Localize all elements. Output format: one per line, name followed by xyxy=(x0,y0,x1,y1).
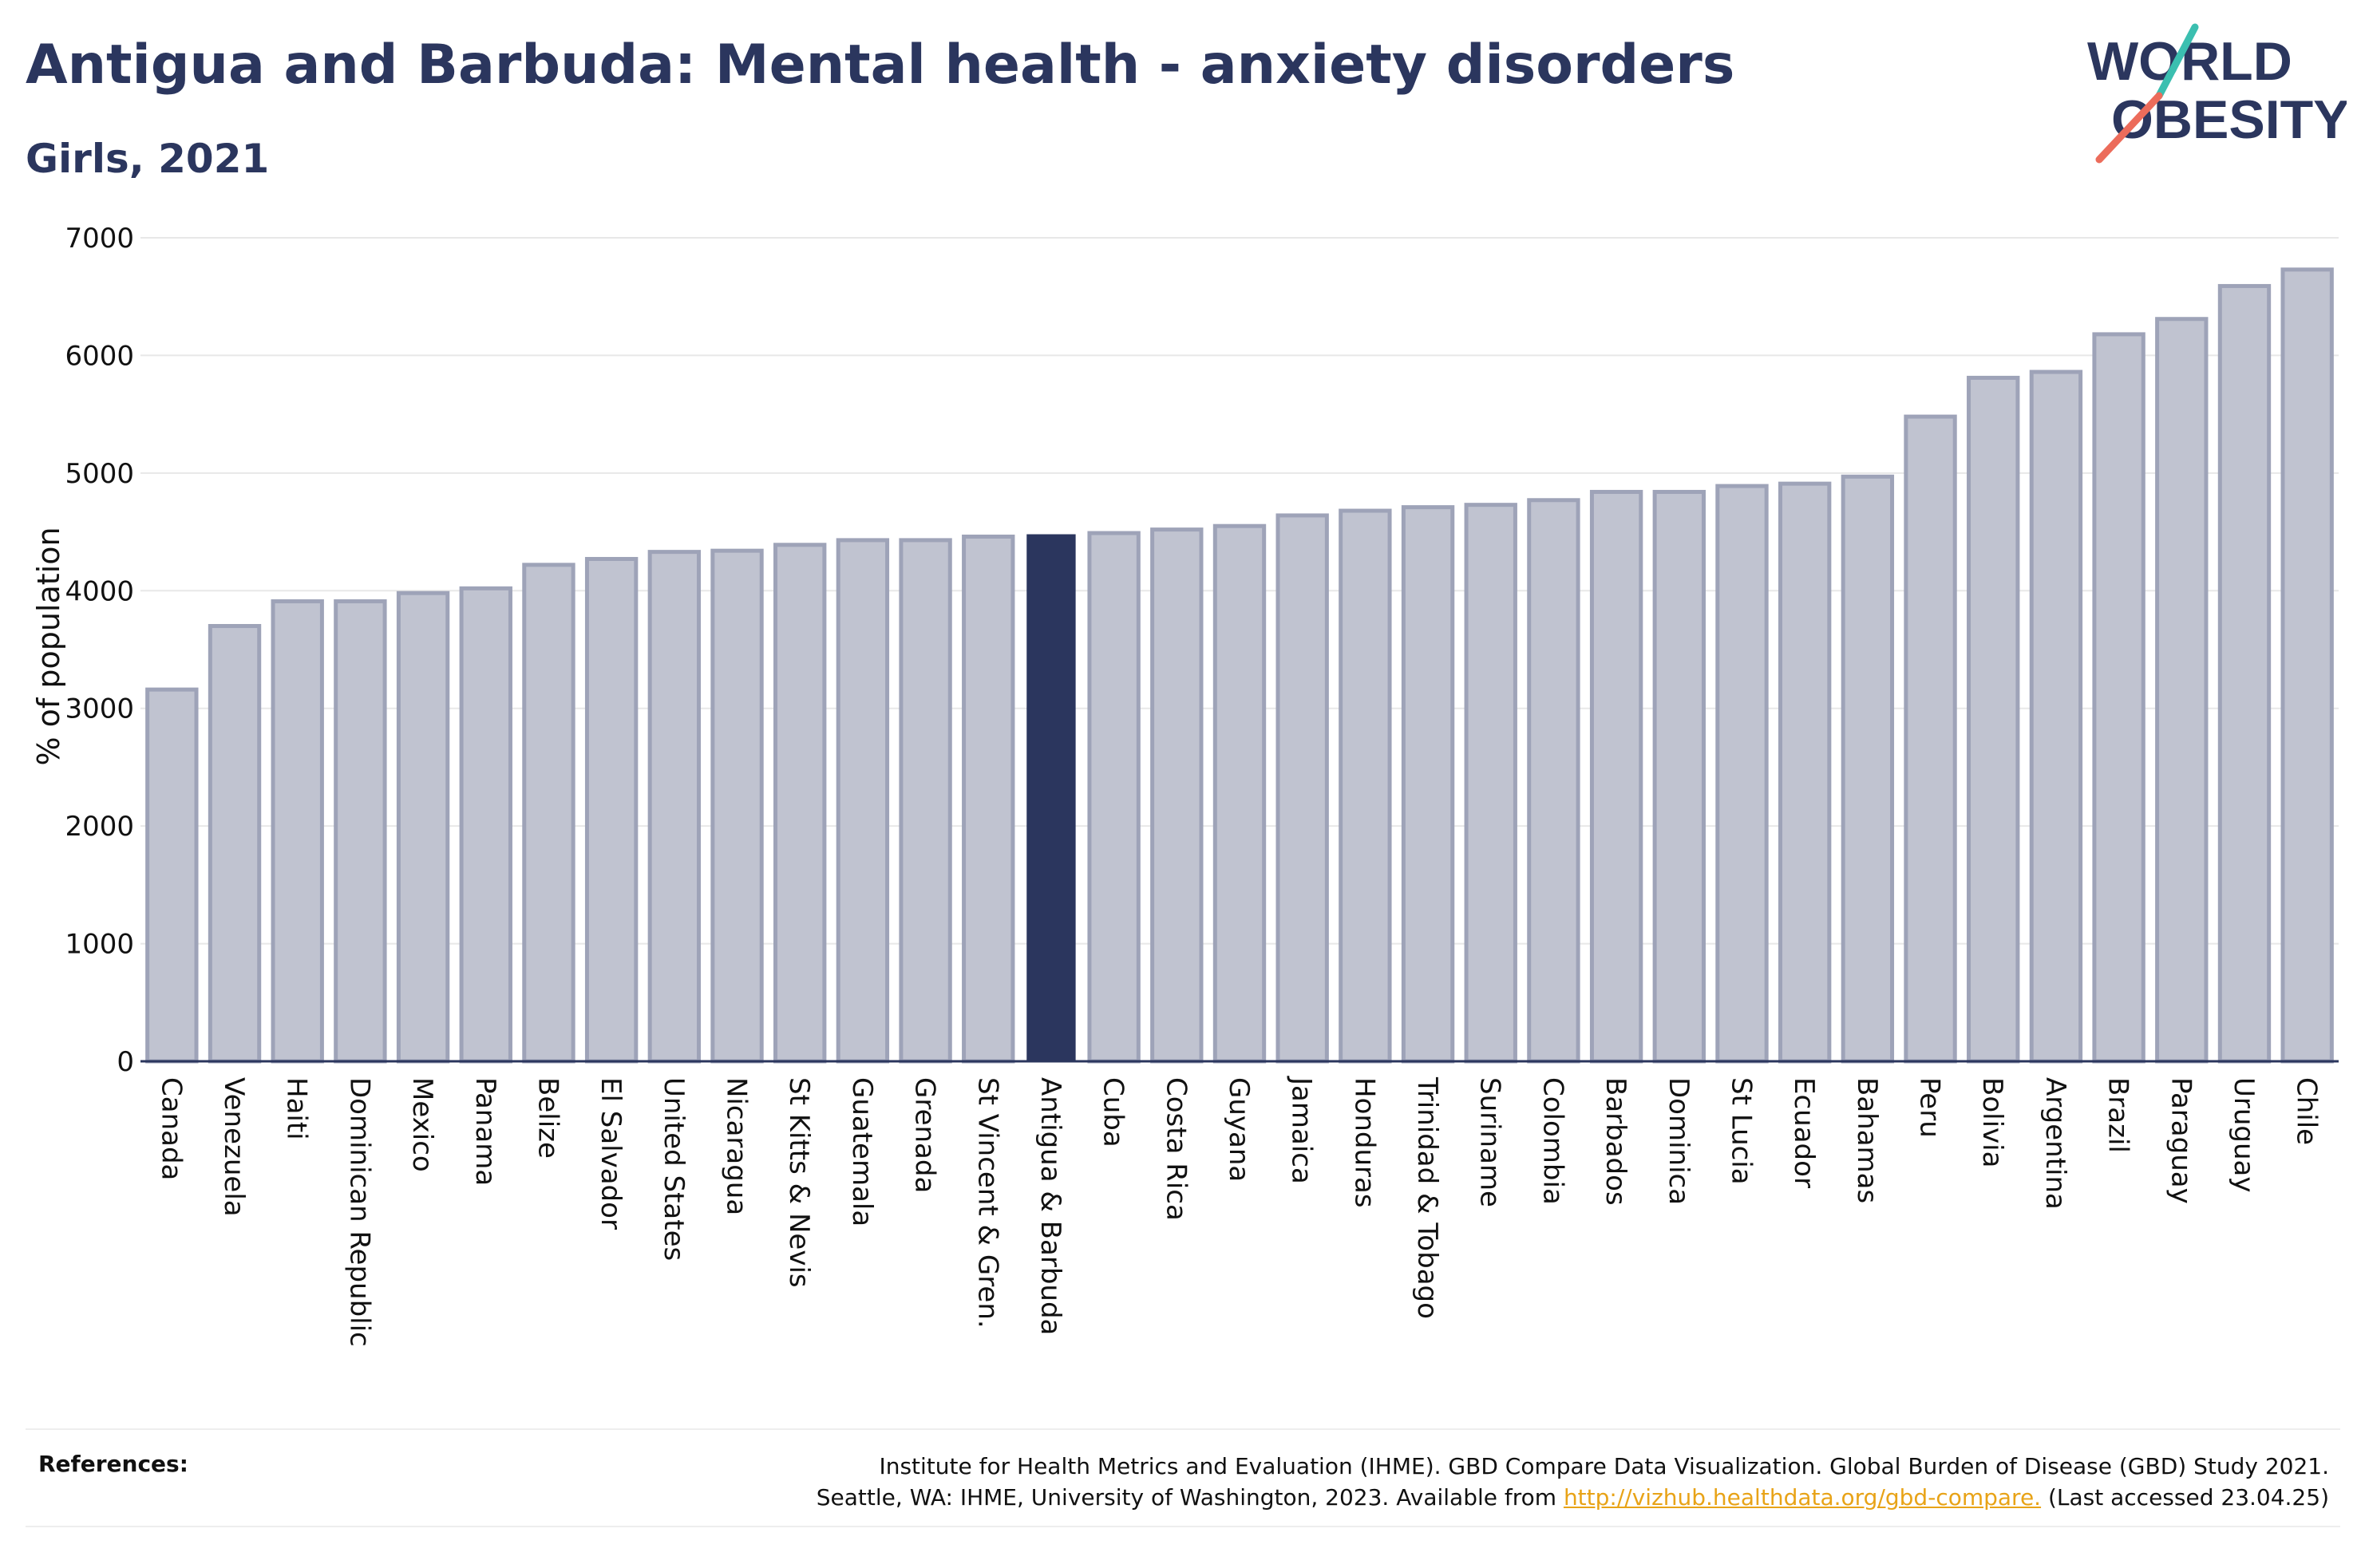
x-axis-labels: Canada Venezuela Haiti Dominican Republic Me… xyxy=(155,1076,2322,1347)
bar xyxy=(647,550,702,1064)
x-tick-label: Guyana xyxy=(1223,1077,1255,1182)
bar xyxy=(1904,414,1957,1064)
x-tick-label: Costa Rica xyxy=(1160,1077,1192,1221)
world-obesity-logo: WORLD OBESITY xyxy=(2087,23,2347,164)
x-tick-label: Grenada xyxy=(909,1077,941,1193)
x-tick-label: Argentina xyxy=(2039,1077,2071,1210)
references-panel: References: Institute for Health Metrics… xyxy=(26,1428,2340,1527)
x-tick-label: Haiti xyxy=(281,1077,313,1140)
bar xyxy=(1841,474,1895,1064)
bar-highlighted xyxy=(1026,534,1076,1061)
bar xyxy=(1715,484,1769,1064)
bar xyxy=(962,534,1015,1064)
x-tick-label: Bahamas xyxy=(1851,1077,1883,1203)
x-tick-label: United States xyxy=(658,1077,690,1261)
bar xyxy=(899,538,952,1064)
bar xyxy=(208,624,262,1064)
bar xyxy=(2155,317,2209,1064)
bar xyxy=(2029,369,2083,1064)
x-tick-label: Chile xyxy=(2291,1077,2323,1145)
x-tick-label: St Lucia xyxy=(1725,1077,1757,1185)
bar xyxy=(334,599,387,1064)
bar-chart: 0 1000 2000 3000 4000 5000 6000 7000 Canada Vene… xyxy=(31,223,2339,1347)
x-tick-label: Trinidad & Tobago xyxy=(1411,1076,1443,1319)
bar xyxy=(2092,332,2145,1064)
logo-text-line2: OBESITY xyxy=(2111,89,2347,150)
y-tick-label: 0 xyxy=(117,1046,134,1078)
bar xyxy=(2217,283,2272,1064)
references-line2: Seattle, WA: IHME, University of Washing… xyxy=(573,1482,2329,1513)
x-tick-label: Uruguay xyxy=(2228,1077,2260,1193)
x-tick-label: Guatemala xyxy=(846,1077,878,1226)
bar xyxy=(1464,503,1517,1064)
references-label: References: xyxy=(38,1451,188,1477)
bar xyxy=(773,543,827,1064)
chart-title: Antigua and Barbuda: Mental health - anx… xyxy=(26,34,1735,97)
bar xyxy=(522,563,575,1064)
bar xyxy=(1589,489,1643,1064)
bar xyxy=(1778,481,1832,1064)
x-tick-label: Suriname xyxy=(1474,1077,1506,1207)
references-line2-suffix: (Last accessed 23.04.25) xyxy=(2041,1484,2329,1511)
bar xyxy=(396,590,450,1064)
bar xyxy=(271,599,324,1064)
x-tick-label: Honduras xyxy=(1348,1077,1380,1208)
x-tick-label: Venezuela xyxy=(218,1077,250,1217)
bar xyxy=(1150,527,1204,1064)
x-tick-label: Jamaica xyxy=(1286,1076,1318,1184)
y-tick-label: 2000 xyxy=(65,811,134,843)
bar xyxy=(1275,513,1329,1064)
logo-slash-coral xyxy=(2095,92,2163,164)
x-tick-label: St Vincent & Gren. xyxy=(971,1077,1003,1329)
y-tick-label: 7000 xyxy=(65,223,134,255)
y-tick-label: 1000 xyxy=(65,929,134,961)
bar xyxy=(584,556,639,1064)
x-tick-label: Mexico xyxy=(406,1077,438,1172)
logo-slash-teal xyxy=(2155,23,2199,100)
x-tick-label: Dominican Republic xyxy=(343,1077,375,1347)
bar xyxy=(1527,498,1580,1064)
x-tick-label: Ecuador xyxy=(1788,1077,1820,1188)
bar xyxy=(1212,523,1267,1064)
bar xyxy=(710,548,764,1064)
chart-subtitle: Girls, 2021 xyxy=(26,136,270,182)
x-tick-label: Canada xyxy=(155,1077,187,1180)
y-tick-label: 4000 xyxy=(65,575,134,607)
x-tick-label: El Salvador xyxy=(595,1077,627,1230)
x-tick-label: Nicaragua xyxy=(721,1077,753,1215)
bar xyxy=(1339,508,1392,1064)
x-tick-label: Bolivia xyxy=(1976,1077,2008,1167)
x-tick-label: Antigua & Barbuda xyxy=(1034,1077,1066,1335)
references-line2-prefix: Seattle, WA: IHME, University of Washing… xyxy=(816,1484,1564,1511)
bars xyxy=(145,267,2334,1064)
y-axis-label: % of population xyxy=(31,527,66,765)
y-axis-ticks: 0 1000 2000 3000 4000 5000 6000 7000 xyxy=(65,223,134,1078)
y-tick-label: 6000 xyxy=(65,340,134,372)
x-tick-label: Cuba xyxy=(1097,1077,1129,1147)
x-tick-label: Barbados xyxy=(1600,1077,1631,1206)
references-text: Institute for Health Metrics and Evaluat… xyxy=(573,1451,2329,1513)
references-line1: Institute for Health Metrics and Evaluat… xyxy=(879,1453,2329,1479)
x-tick-label: Belize xyxy=(532,1077,564,1159)
y-tick-label: 5000 xyxy=(65,458,134,490)
x-tick-label: Brazil xyxy=(2102,1077,2134,1153)
bar xyxy=(1087,531,1141,1064)
y-tick-label: 3000 xyxy=(65,693,134,725)
bar xyxy=(459,586,512,1064)
bar xyxy=(145,687,199,1064)
bar xyxy=(1967,375,2020,1064)
bar xyxy=(2280,267,2334,1064)
x-tick-label: Dominica xyxy=(1663,1077,1695,1205)
x-tick-label: Peru xyxy=(1914,1077,1946,1138)
references-link[interactable]: http://vizhub.healthdata.org/gbd-compare… xyxy=(1563,1484,2042,1511)
x-tick-label: St Kitts & Nevis xyxy=(783,1077,815,1288)
x-tick-label: Paraguay xyxy=(2165,1077,2197,1204)
bar xyxy=(1652,489,1706,1064)
x-tick-label: Panama xyxy=(469,1077,501,1186)
x-tick-label: Colombia xyxy=(1536,1077,1568,1205)
bar xyxy=(1401,505,1455,1064)
bar xyxy=(836,538,890,1064)
